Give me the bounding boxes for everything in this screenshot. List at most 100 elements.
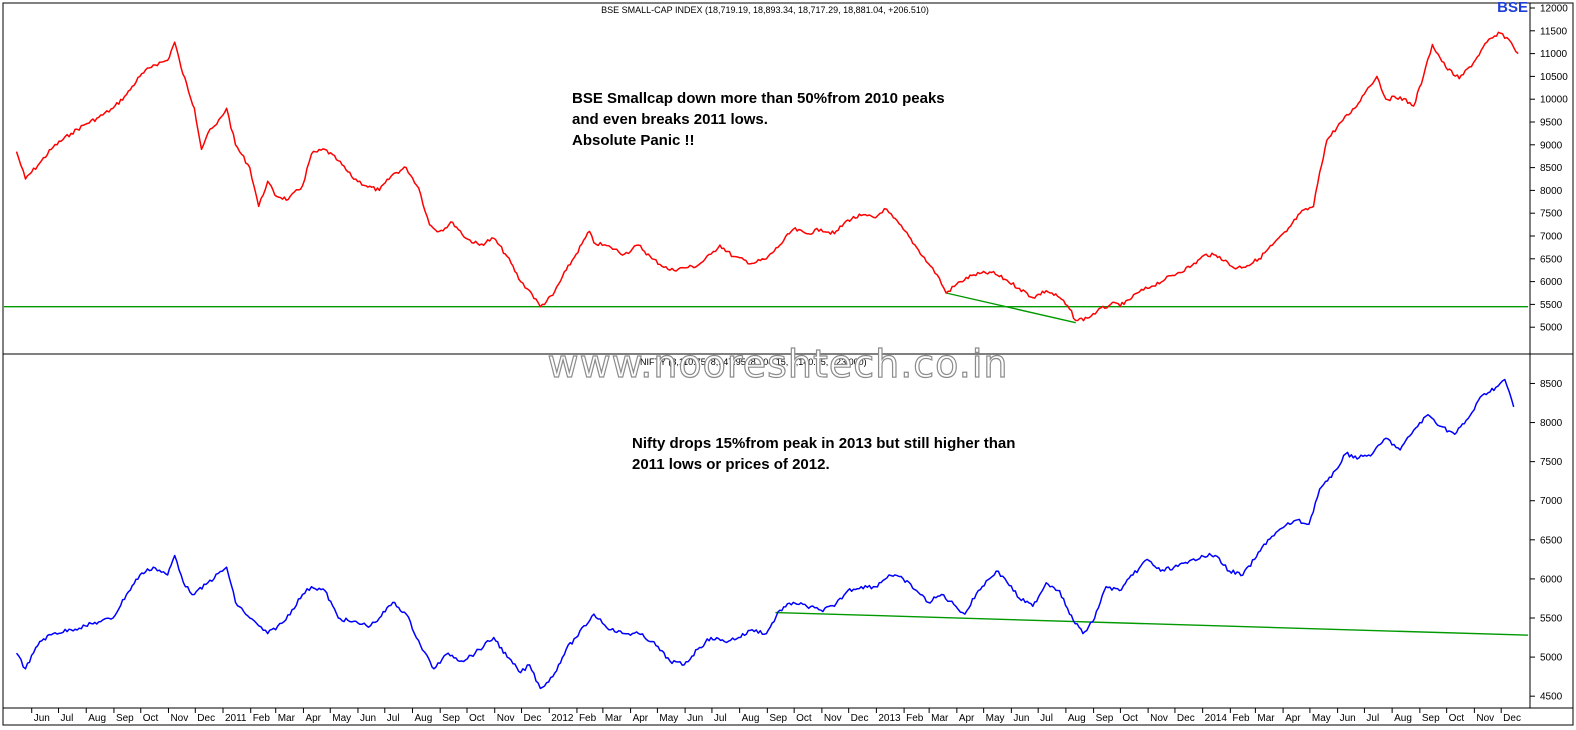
x-tick-label: 2014 xyxy=(1205,713,1228,724)
bottom-y-tick-label: 5000 xyxy=(1540,653,1563,664)
x-tick-label: Jul xyxy=(1040,713,1053,724)
bottom-y-tick-label: 4500 xyxy=(1540,692,1563,703)
x-tick-label: Jun xyxy=(687,713,703,724)
x-tick-label: May xyxy=(986,713,1005,724)
x-tick-label: Nov xyxy=(1476,713,1494,724)
x-tick-label: Apr xyxy=(959,713,975,724)
x-tick-label: Sep xyxy=(442,713,460,724)
x-tick-label: Feb xyxy=(1232,713,1250,724)
x-tick-label: Jul xyxy=(1366,713,1379,724)
bottom-y-tick-label: 8500 xyxy=(1540,379,1563,390)
top-trendlines xyxy=(4,292,1528,324)
bottom-y-tick-label: 7000 xyxy=(1540,496,1563,507)
top-y-tick-label: 7500 xyxy=(1540,209,1563,220)
x-tick-label: Nov xyxy=(497,713,515,724)
x-tick-label: Aug xyxy=(1394,713,1412,724)
x-tick-label: Nov xyxy=(1150,713,1168,724)
bottom-annotation-line-2: 2011 lows or prices of 2012. xyxy=(632,456,830,473)
x-tick-label: May xyxy=(1312,713,1331,724)
x-tick-label: Sep xyxy=(1096,713,1114,724)
x-tick-label: Sep xyxy=(769,713,787,724)
top-y-axis: 5000 5500 6000 6500 7000 7500 8000 8500 9000 9500… xyxy=(1530,4,1568,334)
top-trendline-2 xyxy=(945,292,1076,324)
bottom-y-axis: 4500 5000 5500 6000 6500 7000 7500 8000 8500 xyxy=(1530,379,1563,703)
x-tick-label: Oct xyxy=(143,713,159,724)
top-y-tick-label: 8500 xyxy=(1540,163,1563,174)
bottom-y-tick-label: 8000 xyxy=(1540,418,1563,429)
x-tick-label: Mar xyxy=(1257,713,1275,724)
x-tick-label: Sep xyxy=(116,713,134,724)
x-tick-label: Jul xyxy=(387,713,400,724)
x-tick-label: 2011 xyxy=(225,713,247,724)
bottom-annotation-line-1: Nifty drops 15%from peak in 2013 but sti… xyxy=(632,435,1015,452)
x-tick-label: Jun xyxy=(34,713,50,724)
x-tick-label: Dec xyxy=(1503,713,1521,724)
top-series-group xyxy=(15,31,1519,322)
x-tick-label: Dec xyxy=(1177,713,1195,724)
x-tick-label: Apr xyxy=(1285,713,1301,724)
x-tick-label: Oct xyxy=(1449,713,1465,724)
x-tick-label: Jun xyxy=(1013,713,1029,724)
x-tick-label: Aug xyxy=(414,713,432,724)
top-y-tick-label: 8000 xyxy=(1540,186,1563,197)
x-tick-label: Sep xyxy=(1422,713,1440,724)
x-tick-label: Aug xyxy=(88,713,106,724)
top-y-tick-label: 6500 xyxy=(1540,254,1563,265)
x-axis: Jun Jul Aug Sep Oct Nov Dec 2011 Feb Mar Apr May Jun… xyxy=(31,708,1521,724)
top-y-tick-label: 5000 xyxy=(1540,323,1563,334)
top-y-tick-label: 10500 xyxy=(1540,72,1568,83)
bottom-y-tick-label: 5500 xyxy=(1540,614,1563,625)
x-tick-label: Feb xyxy=(906,713,924,724)
x-tick-label: May xyxy=(332,713,351,724)
bottom-panel-nifty: 4500 5000 5500 6000 6500 7000 7500 8000 8500 NIF… xyxy=(15,357,1563,703)
x-tick-label: Jun xyxy=(360,713,376,724)
top-y-tick-label: 6000 xyxy=(1540,277,1563,288)
x-tick-label: 2013 xyxy=(878,713,901,724)
bottom-chart-title: NIFTY (8,110.75, 8,147.95, 8,104.15, 8,1… xyxy=(640,357,867,367)
x-tick-label: Oct xyxy=(469,713,485,724)
bottom-series-line xyxy=(15,378,1515,690)
x-tick-label: Oct xyxy=(796,713,812,724)
brand-logo-text: BSE xyxy=(1497,0,1528,16)
x-tick-label: Mar xyxy=(605,713,623,724)
x-tick-label: Nov xyxy=(824,713,842,724)
bottom-trendline-1 xyxy=(775,611,1529,636)
x-tick-label: Dec xyxy=(524,713,542,724)
x-tick-label: Oct xyxy=(1122,713,1138,724)
x-tick-label: Mar xyxy=(278,713,296,724)
x-tick-label: Jul xyxy=(61,713,74,724)
top-annotation-line-3: Absolute Panic !! xyxy=(572,132,695,149)
top-y-tick-label: 11500 xyxy=(1540,26,1568,37)
x-tick-label: Dec xyxy=(197,713,215,724)
x-tick-label: Feb xyxy=(579,713,597,724)
top-y-tick-label: 10000 xyxy=(1540,95,1568,106)
x-tick-label: May xyxy=(659,713,678,724)
x-tick-label: Nov xyxy=(170,713,188,724)
top-y-tick-label: 12000 xyxy=(1540,4,1568,15)
top-annotation-line-2: and even breaks 2011 lows. xyxy=(572,111,768,128)
watermark-text: www.nooreshtech.co.in xyxy=(548,342,1009,386)
top-series-line xyxy=(15,31,1519,322)
top-y-tick-label: 9500 xyxy=(1540,118,1563,129)
bottom-y-tick-label: 6000 xyxy=(1540,574,1563,585)
x-tick-label: Dec xyxy=(851,713,869,724)
x-tick-label: Apr xyxy=(305,713,321,724)
bottom-y-tick-label: 7500 xyxy=(1540,457,1563,468)
x-tick-label: Apr xyxy=(633,713,649,724)
top-y-tick-label: 5500 xyxy=(1540,300,1563,311)
top-panel-smallcap: 5000 5500 6000 6500 7000 7500 8000 8500 9000 9500… xyxy=(4,0,1568,334)
x-tick-label: 2012 xyxy=(551,713,574,724)
x-tick-label: Jul xyxy=(714,713,727,724)
top-chart-title: BSE SMALL-CAP INDEX (18,719.19, 18,893.3… xyxy=(601,5,929,15)
x-tick-label: Aug xyxy=(742,713,760,724)
top-y-tick-label: 7000 xyxy=(1540,232,1563,243)
bottom-trendlines xyxy=(775,611,1529,636)
top-annotation-line-1: BSE Smallcap down more than 50%from 2010… xyxy=(572,90,945,107)
x-tick-label: Aug xyxy=(1068,713,1086,724)
bottom-y-tick-label: 6500 xyxy=(1540,535,1563,546)
x-tick-label: Feb xyxy=(253,713,271,724)
x-tick-label: Jun xyxy=(1340,713,1356,724)
bottom-series-group xyxy=(15,378,1515,690)
